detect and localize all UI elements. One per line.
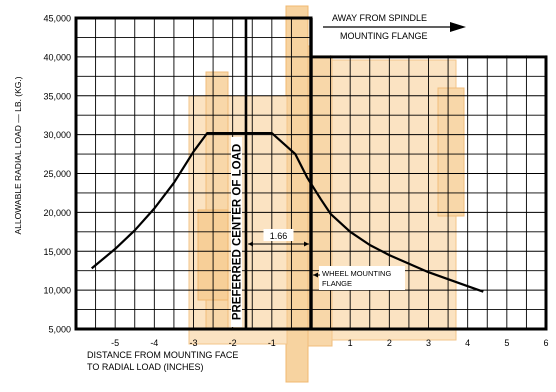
y-tick-label: 20,000 [43, 208, 71, 218]
frame-mask [312, 0, 554, 56]
flange-label-bg [319, 266, 405, 290]
wheel-hub-sketch [188, 5, 465, 383]
flange-leader-arrow [313, 272, 318, 278]
dimension-label-bg [263, 229, 294, 241]
x-tick-label: 3 [426, 338, 431, 348]
x-tick-label: 6 [543, 338, 548, 348]
dimension-label: 1.66 [270, 231, 288, 241]
x-tick-label: 1 [348, 338, 353, 348]
dimension-arrow-left [247, 241, 253, 247]
direction-label-line1: AWAY FROM SPINDLE [332, 13, 427, 23]
y-axis-label: ALLOWABLE RADIAL LOAD — LB. (KG.) [13, 76, 23, 234]
dimension-arrow-right [304, 241, 309, 247]
tick-labels: 5,000 10,000 15,000 20,000 25,000 30,000 35,00… [43, 14, 548, 349]
x-tick-label: -4 [150, 338, 158, 348]
x-tick-label: 2 [387, 338, 392, 348]
y-tick-label: 30,000 [43, 130, 71, 140]
direction-arrow-head [450, 22, 466, 32]
series-layer [90, 132, 484, 293]
y-tick-label: 15,000 [43, 247, 71, 257]
y-tick-label: 40,000 [43, 52, 71, 62]
x-tick-label: -3 [189, 338, 197, 348]
y-tick-label: 5,000 [48, 325, 71, 335]
x-tick-label: -2 [229, 338, 237, 348]
y-tick-label: 10,000 [43, 286, 71, 296]
preferred-center-label: PREFERRED CENTER OF LOAD [231, 144, 243, 320]
x-axis-label: TO RADIAL LOAD (INCHES) [87, 362, 204, 372]
y-tick-label: 25,000 [43, 169, 71, 179]
x-tick-label: 4 [465, 338, 470, 348]
y-tick-label: 35,000 [43, 91, 71, 101]
x-tick-label: -1 [268, 338, 276, 348]
y-tick-label: 45,000 [43, 14, 71, 24]
direction-label-line2: MOUNTING FLANGE [340, 31, 428, 41]
reference-lines [244, 18, 313, 329]
flange-label: FLANGE [322, 279, 352, 288]
x-axis-label: DISTANCE FROM MOUNTING FACE [87, 350, 238, 360]
load-curve-line [90, 132, 484, 293]
flange-label: WHEEL MOUNTING [322, 269, 391, 278]
annotations: ALLOWABLE RADIAL LOAD — LB. (KG.) DISTANC… [13, 13, 466, 372]
preferred-center-label-bg [230, 137, 242, 327]
x-tick-label: 5 [504, 338, 509, 348]
x-tick-label: -5 [111, 338, 119, 348]
